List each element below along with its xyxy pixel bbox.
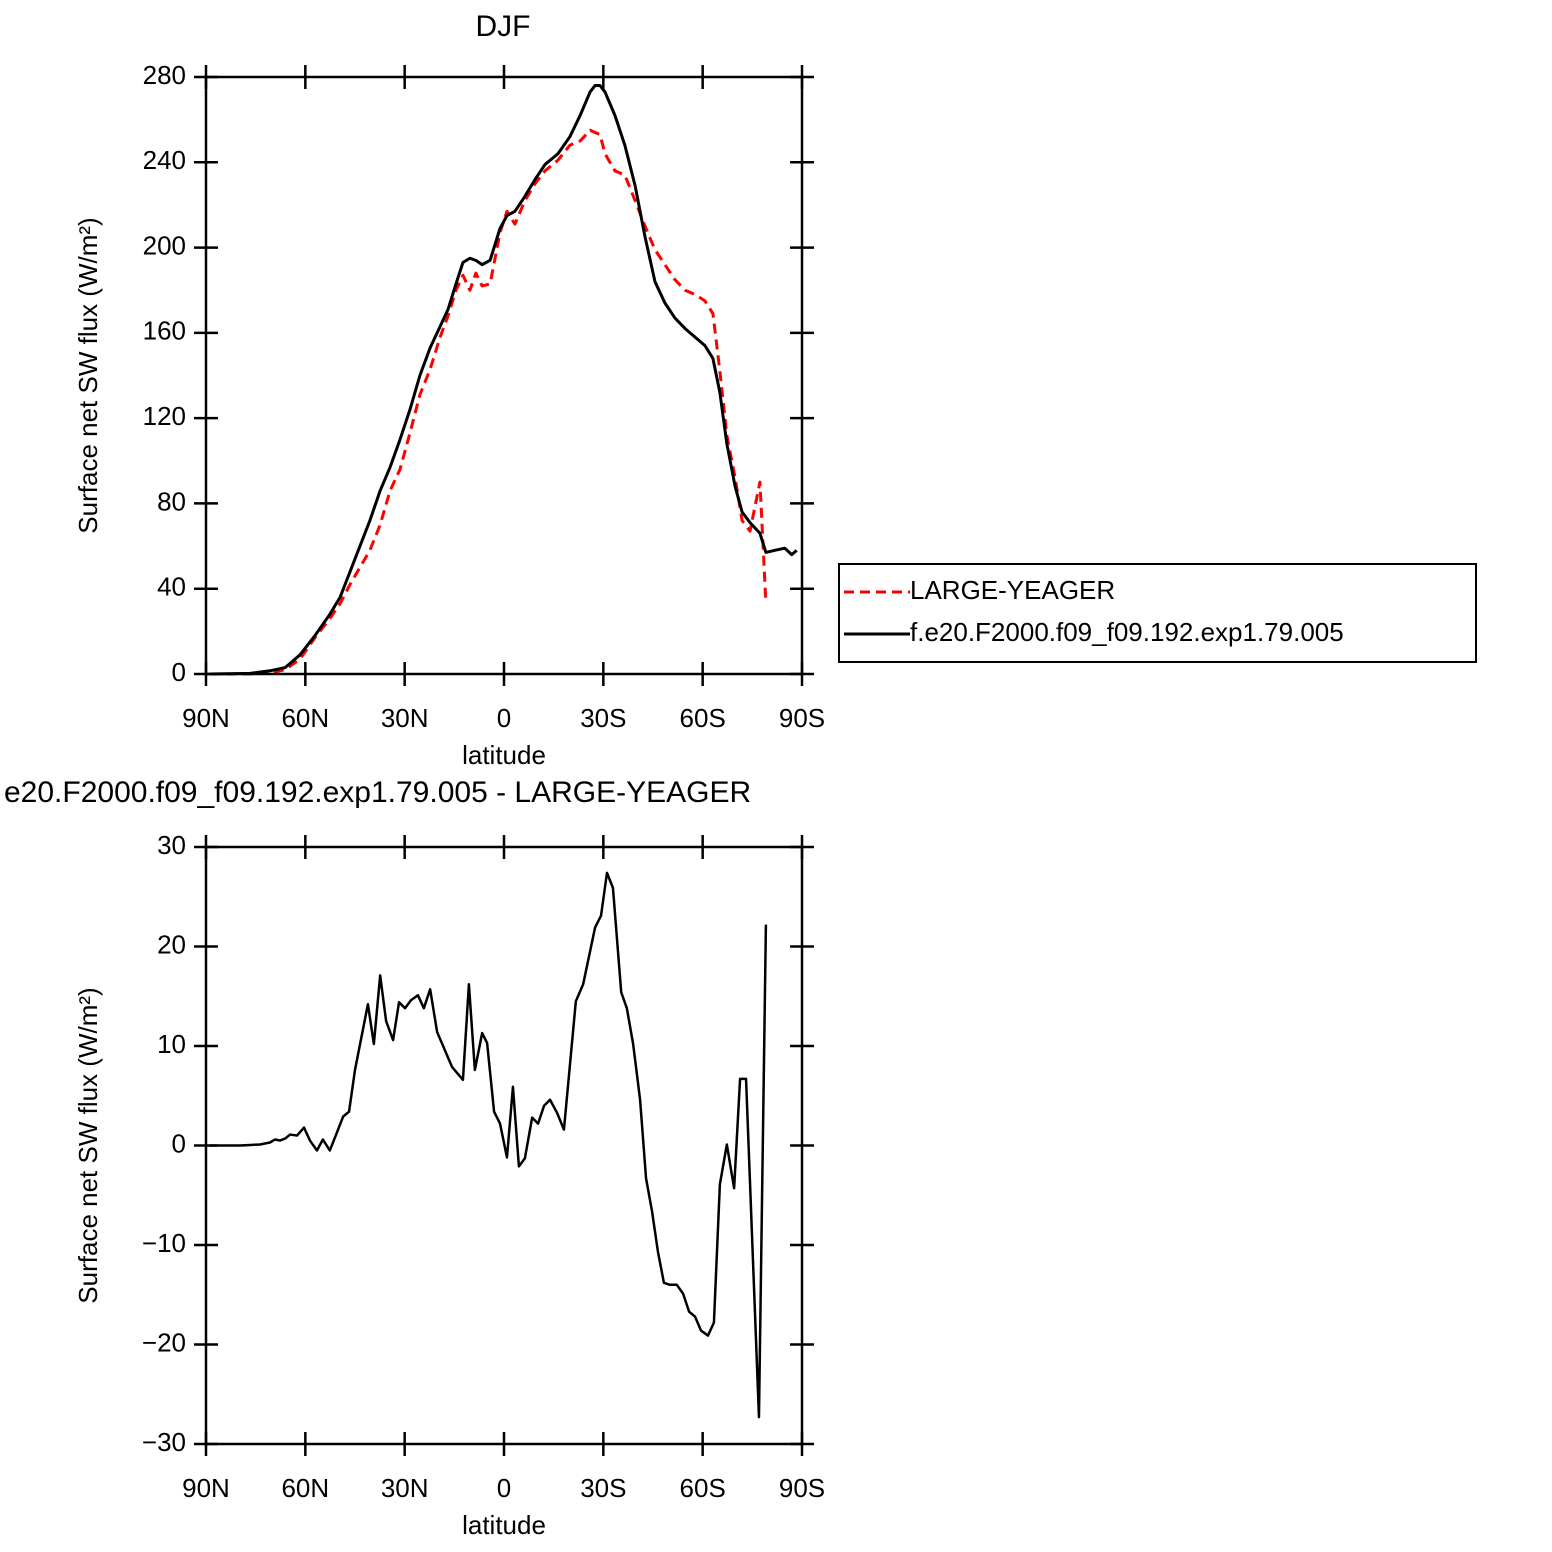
x-axis-label: latitude [462, 1510, 546, 1540]
x-tick-label: 30N [381, 703, 429, 733]
x-tick-label: 90N [182, 1473, 230, 1503]
y-tick-label: 10 [157, 1029, 186, 1059]
y-tick-label: 200 [143, 230, 186, 260]
legend-label: f.e20.F2000.f09_f09.192.exp1.79.005 [910, 617, 1344, 647]
x-tick-label: 90S [779, 1473, 825, 1503]
y-tick-label: 30 [157, 830, 186, 860]
legend-box [838, 563, 1477, 663]
x-axis-label: latitude [462, 740, 546, 770]
chart-title: DJF [476, 10, 531, 43]
legend-label: LARGE-YEAGER [910, 575, 1115, 605]
x-tick-label: 60S [680, 1473, 726, 1503]
y-tick-label: 0 [172, 1128, 186, 1158]
x-tick-label: 30S [580, 1473, 626, 1503]
data-line [209, 128, 768, 676]
y-tick-label: −30 [142, 1427, 186, 1457]
y-tick-label: 80 [157, 486, 186, 516]
y-tick-label: 0 [172, 657, 186, 687]
x-tick-label: 60S [680, 703, 726, 733]
x-tick-label: 30N [381, 1473, 429, 1503]
x-tick-label: 90N [182, 703, 230, 733]
x-tick-label: 90S [779, 703, 825, 733]
x-tick-label: 60N [281, 1473, 329, 1503]
data-line [209, 871, 768, 1419]
plot-frame [204, 75, 804, 676]
y-axis-label: Surface net SW flux (W/m²) [73, 987, 103, 1303]
y-tick-label: −20 [142, 1327, 186, 1357]
y-tick-label: 160 [143, 316, 186, 346]
x-tick-label: 30S [580, 703, 626, 733]
data-line [209, 84, 798, 676]
y-tick-label: 120 [143, 401, 186, 431]
y-tick-label: 40 [157, 572, 186, 602]
y-tick-label: 280 [143, 60, 186, 90]
y-tick-label: −10 [142, 1228, 186, 1258]
x-tick-label: 0 [497, 703, 511, 733]
chart-title: e20.F2000.f09_f09.192.exp1.79.005 - LARG… [4, 776, 751, 809]
x-tick-label: 60N [281, 703, 329, 733]
x-tick-label: 0 [497, 1473, 511, 1503]
y-tick-label: 240 [143, 145, 186, 175]
y-axis-label: Surface net SW flux (W/m²) [73, 217, 103, 533]
y-tick-label: 20 [157, 929, 186, 959]
